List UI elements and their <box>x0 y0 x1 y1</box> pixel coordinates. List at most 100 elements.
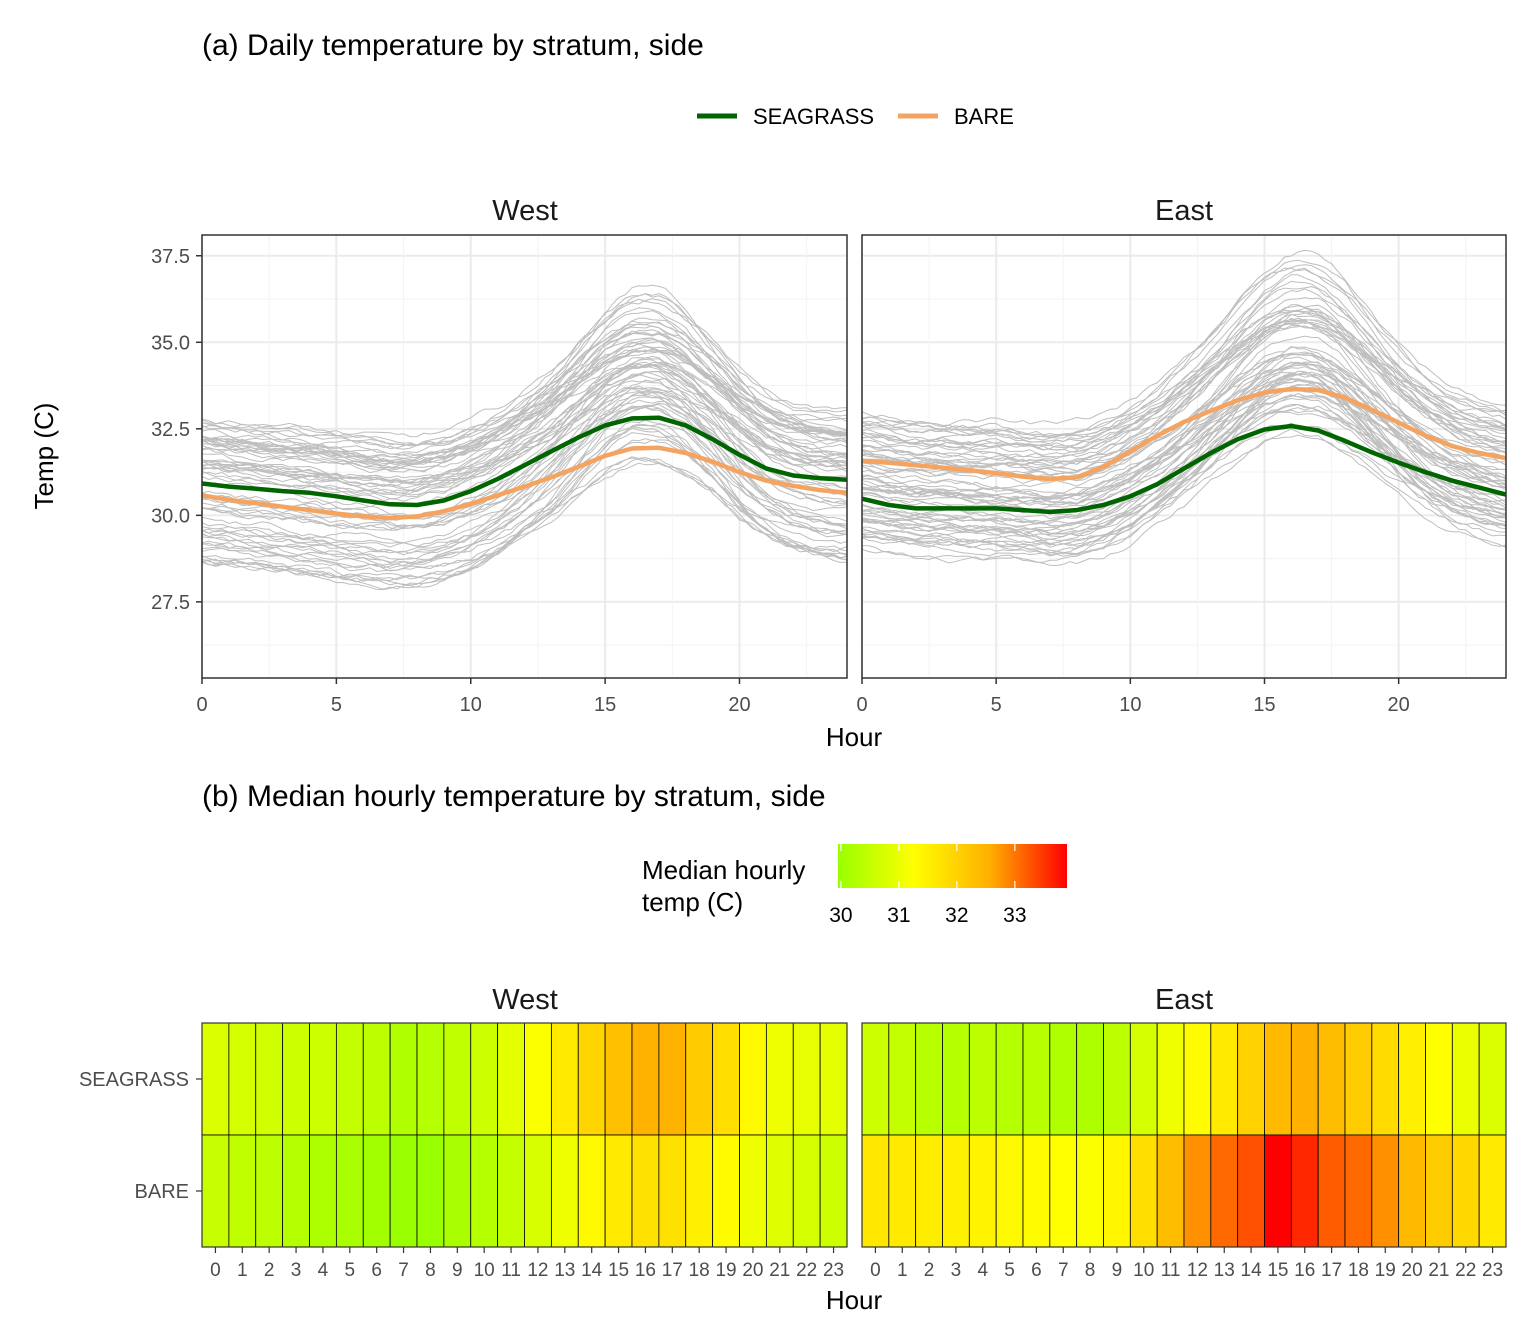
heat-cell <box>1344 1134 1373 1248</box>
y-tick-label: 35.0 <box>151 332 190 354</box>
x-tick-label: 0 <box>856 694 867 716</box>
heat-cell <box>1264 1022 1292 1136</box>
heat-x-tick-label: 12 <box>1187 1260 1208 1281</box>
heat-cell <box>362 1134 391 1248</box>
heat-cell <box>658 1134 687 1248</box>
heat-cell <box>1264 1134 1292 1248</box>
heat-cell <box>1290 1134 1319 1248</box>
heat-cell <box>915 1022 943 1136</box>
daily-trace <box>202 394 847 569</box>
heatmap-border <box>861 1022 1507 1248</box>
x-tick-label: 20 <box>1388 694 1410 716</box>
heat-cell <box>765 1022 794 1136</box>
daily-trace <box>202 391 847 496</box>
heat-cell <box>1022 1134 1051 1248</box>
heat-cell <box>739 1022 767 1136</box>
heat-x-tick-label: 17 <box>662 1260 683 1281</box>
panel-b-title: (b) Median hourly temperature by stratum… <box>202 780 826 813</box>
x-tick-label: 15 <box>1253 694 1275 716</box>
y-tick-label: 37.5 <box>151 246 190 268</box>
heat-cell <box>1210 1022 1239 1136</box>
daily-trace <box>202 332 847 489</box>
heatmap-west: 0 1 2 3 4 5 6 7 8 9 10 11 12 13 14 15 16 17 18 19 20 21 22 23 <box>201 1022 848 1281</box>
heat-y-tick-label: SEAGRASS <box>79 1069 189 1091</box>
heat-x-tick-label: 22 <box>1455 1260 1476 1281</box>
heat-cell <box>255 1022 284 1136</box>
heat-x-tick-label: 3 <box>291 1260 302 1281</box>
heat-cell <box>201 1134 230 1248</box>
heat-x-tick-label: 22 <box>796 1260 817 1281</box>
daily-trace <box>202 403 847 544</box>
heat-cell <box>550 1022 579 1136</box>
daily-trace <box>202 380 847 483</box>
heat-x-tick-label: 21 <box>1428 1260 1449 1281</box>
daily-trace <box>202 423 847 591</box>
heat-x-tick-label: 14 <box>581 1260 603 1281</box>
series-line-bare <box>202 445 847 521</box>
heat-cell <box>1290 1022 1319 1136</box>
heat-cell <box>658 1022 687 1136</box>
x-axis-west: 0 5 10 15 20 <box>196 678 751 716</box>
heat-cell <box>282 1022 310 1136</box>
y-tick-label: 27.5 <box>151 592 190 614</box>
heat-cell <box>1371 1022 1400 1136</box>
daily-trace <box>862 259 1506 438</box>
heat-cell <box>1183 1022 1212 1136</box>
heat-cell <box>1398 1022 1426 1136</box>
daily-trace <box>862 310 1506 474</box>
heat-cell <box>1237 1022 1265 1136</box>
daily-trace <box>202 355 847 500</box>
heat-cell <box>1022 1022 1051 1136</box>
heat-cell <box>497 1022 525 1136</box>
colorbar-tick-label: 32 <box>945 904 968 927</box>
heat-cell <box>1425 1134 1453 1248</box>
heat-x-tick-label: 18 <box>1348 1260 1369 1281</box>
line-panel-west: 0 5 10 15 20 27.5 30.0 32.5 35.0 37.5 <box>151 234 848 716</box>
heat-cell <box>1156 1022 1185 1136</box>
daily-trace <box>862 323 1506 451</box>
daily-trace <box>862 307 1506 441</box>
heat-cell <box>861 1022 890 1136</box>
heat-x-tick-label: 16 <box>1294 1260 1315 1281</box>
line-panel-east: 0 5 10 15 20 <box>856 234 1507 716</box>
heat-x-tick-label: 0 <box>210 1260 221 1281</box>
x-tick-label: 5 <box>331 694 342 716</box>
daily-trace <box>862 318 1506 445</box>
heat-cell <box>861 1134 890 1248</box>
heat-cell <box>1210 1134 1239 1248</box>
daily-trace <box>202 298 847 464</box>
heat-x-tick-label: 4 <box>318 1260 329 1281</box>
series-line-seagrass <box>202 415 847 508</box>
heat-cell <box>524 1022 552 1136</box>
heat-cell <box>1076 1022 1104 1136</box>
heat-cell <box>255 1134 284 1248</box>
daily-trace <box>202 330 847 464</box>
panel-border-east <box>861 234 1507 679</box>
heat-cell <box>765 1134 794 1248</box>
heat-cell <box>1103 1022 1131 1136</box>
daily-trace <box>202 284 847 469</box>
heat-x-tick-label: 15 <box>1267 1260 1288 1281</box>
daily-trace <box>862 249 1506 440</box>
heat-x-tick-label: 20 <box>742 1260 763 1281</box>
daily-trace <box>862 364 1506 532</box>
heat-cell <box>1478 1022 1507 1136</box>
heat-cell <box>968 1134 997 1248</box>
daily-trace <box>202 346 847 520</box>
heat-cell <box>1237 1134 1265 1248</box>
heat-cell <box>819 1134 848 1248</box>
heat-cell <box>942 1134 970 1248</box>
daily-trace <box>202 458 847 582</box>
daily-trace <box>202 438 847 569</box>
daily-trace <box>862 370 1506 557</box>
facet-strip-east-b: East <box>1155 984 1213 1016</box>
heat-cell <box>1129 1134 1158 1248</box>
mean-lines-west <box>202 415 847 521</box>
heat-cell <box>1451 1022 1480 1136</box>
heat-cell <box>631 1022 660 1136</box>
heat-x-tick-label: 1 <box>897 1260 908 1281</box>
heat-x-tick-label: 14 <box>1241 1260 1263 1281</box>
heat-cell <box>792 1134 821 1248</box>
daily-trace <box>862 373 1506 547</box>
daily-trace <box>202 363 847 508</box>
